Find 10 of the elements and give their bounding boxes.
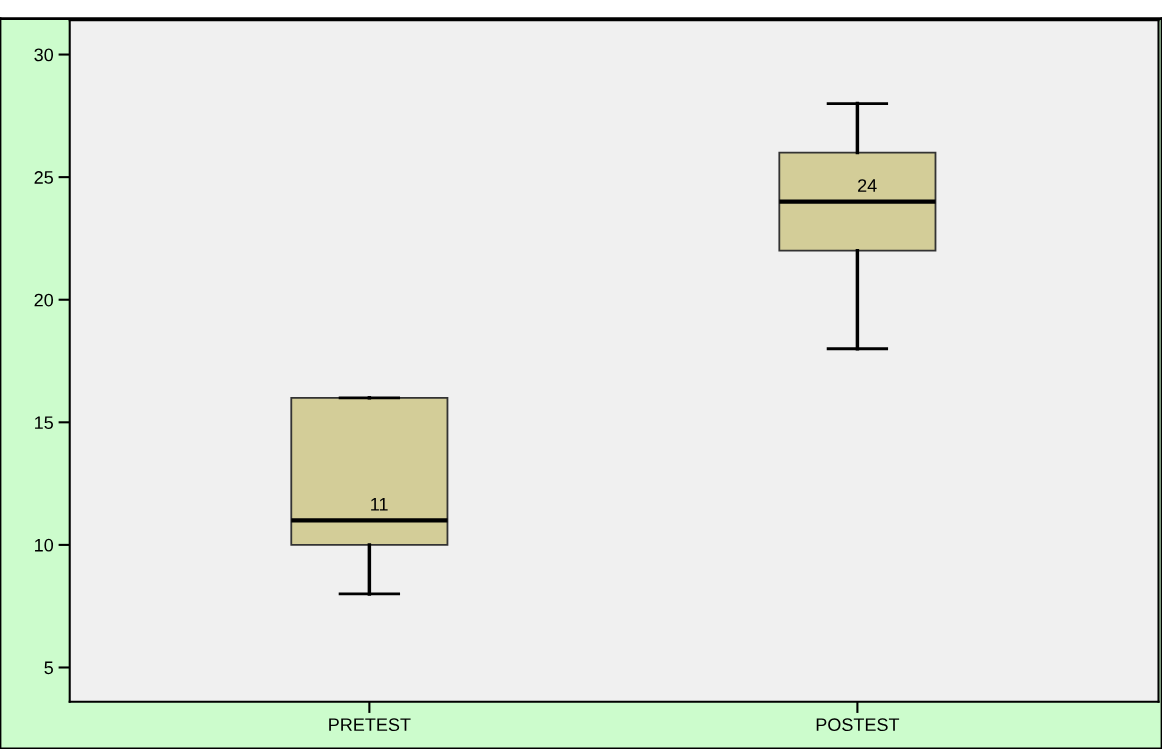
text: 11 (371, 498, 388, 511)
x-tick-label: PRETEST (329, 718, 411, 732)
y-tick-label: 25 (34, 171, 53, 184)
text: 24 (858, 179, 877, 192)
y-tick-label: 30 (34, 48, 54, 62)
y-tick-label: 5 (44, 661, 53, 675)
y-tick-label: 20 (34, 293, 54, 307)
y-tick-label: 15 (35, 416, 53, 430)
y-tick-label: 10 (35, 538, 54, 552)
x-tick-label: POSTEST (816, 718, 900, 732)
